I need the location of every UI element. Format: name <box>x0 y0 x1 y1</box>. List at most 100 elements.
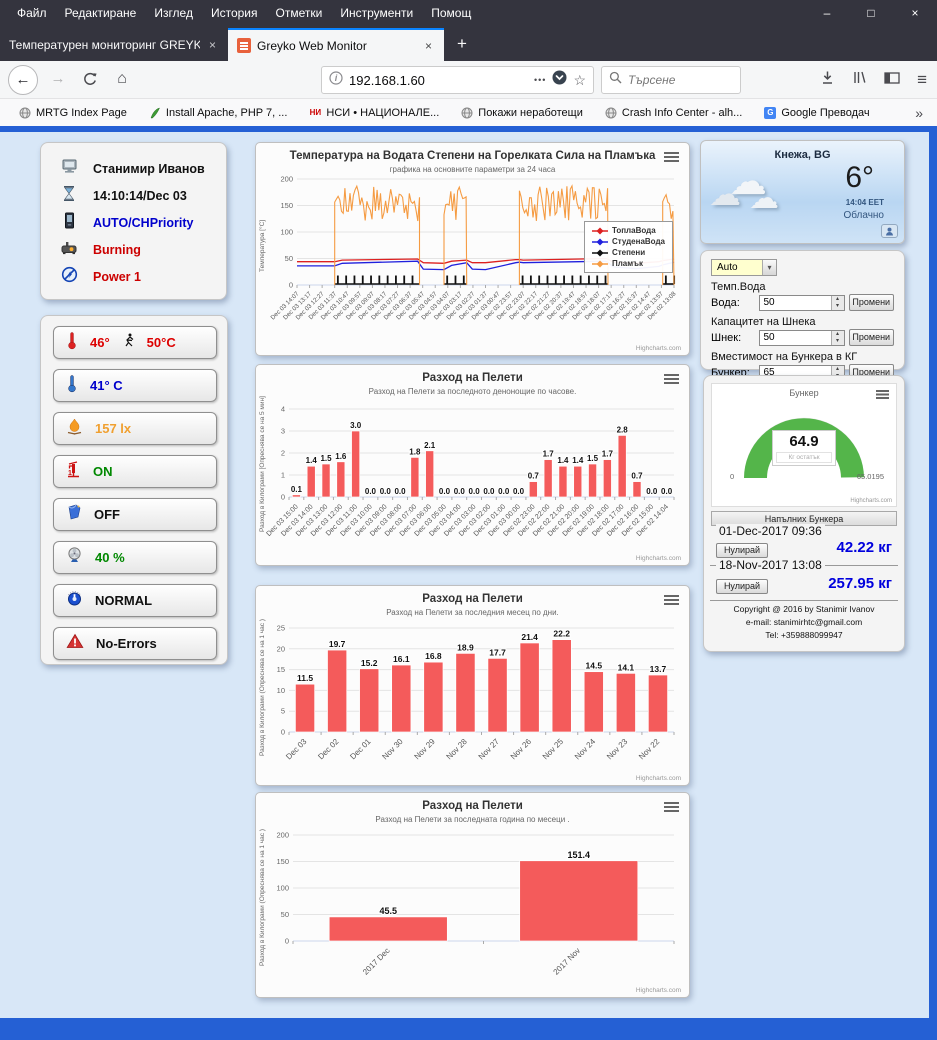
url-input[interactable] <box>349 72 528 88</box>
app-menu-icon[interactable]: ≡ <box>917 70 927 89</box>
sidebar-toggle-icon[interactable] <box>884 71 900 90</box>
bookmark-show-broken[interactable]: Покажи неработещи <box>450 107 594 119</box>
reset-button[interactable]: Нулирай <box>716 543 768 558</box>
svg-text:151.4: 151.4 <box>567 850 590 860</box>
temperature-chart-panel: Температура на Водата Степени на Горелка… <box>255 142 690 356</box>
tab-close-icon[interactable]: × <box>208 37 216 52</box>
water-control-row: Вода: ▴▾ Промени <box>711 294 894 311</box>
legend-item[interactable]: Степени <box>591 247 665 258</box>
status-buttons-panel: 46° 50°C 41° C 157 lx 1 ON OFF 40 % NORM… <box>40 315 228 665</box>
errors-button[interactable]: No-Errors <box>53 627 217 660</box>
chart-menu-icon[interactable] <box>664 374 679 376</box>
chart-menu-icon[interactable] <box>664 595 679 597</box>
pocket-icon[interactable] <box>552 70 567 90</box>
menu-item-file[interactable]: Файл <box>17 6 47 20</box>
svg-text:1.8: 1.8 <box>409 447 421 456</box>
page-actions-icon[interactable]: ••• <box>533 75 547 85</box>
bookmark-apache[interactable]: Install Apache, PHP 7, ... <box>138 107 298 119</box>
weather-refresh-button[interactable] <box>881 224 898 238</box>
menu-item-view[interactable]: Изглед <box>154 6 193 20</box>
svg-text:2.1: 2.1 <box>424 441 436 450</box>
svg-text:2.8: 2.8 <box>617 425 629 434</box>
flame-sensor-button[interactable]: 157 lx <box>53 412 217 445</box>
back-button[interactable]: ← <box>8 65 38 95</box>
home-icon[interactable]: ⌂ <box>117 70 127 87</box>
gauge-sublabel: Кг остатък <box>776 452 832 463</box>
svg-text:16.8: 16.8 <box>425 651 442 661</box>
refresh-icon[interactable] <box>80 72 100 90</box>
power-icon <box>57 266 81 288</box>
menu-item-edit[interactable]: Редактиране <box>64 6 137 20</box>
search-bar[interactable] <box>601 66 741 94</box>
y-axis-title: Разход в Килограми [Опреснява се на 5 ми… <box>259 396 266 532</box>
auger-stepper[interactable]: ▴ ▾ <box>830 330 844 345</box>
bookmark-star-icon[interactable]: ☆ <box>573 71 586 88</box>
forward-button[interactable]: → <box>50 70 66 87</box>
bookmark-google-translate[interactable]: G Google Преводач <box>753 106 880 119</box>
tab-greyko-web-monitor[interactable]: Greyko Web Monitor × <box>228 28 444 61</box>
menu-item-help[interactable]: Помощ <box>431 6 472 20</box>
bookmark-nsi[interactable]: НИ НСИ • НАЦИОНАЛЕ... <box>309 106 440 119</box>
regime-button[interactable]: NORMAL <box>53 584 217 617</box>
menu-item-bookmarks[interactable]: Отметки <box>275 6 323 20</box>
svg-text:Dec 01: Dec 01 <box>348 737 373 762</box>
svg-text:Nov 25: Nov 25 <box>541 737 566 762</box>
user-info-panel: Станимир Иванов 14:10:14/Dec 03 AUTO/CHP… <box>40 142 227 300</box>
library-icon[interactable] <box>852 70 867 90</box>
highcharts-credit[interactable]: Highcharts.com <box>635 987 681 994</box>
site-info-icon[interactable]: i <box>329 70 343 90</box>
gauge-value: 64.9 <box>789 433 819 450</box>
legend-item[interactable]: ТоплаВода <box>591 225 665 236</box>
svg-text:0: 0 <box>285 937 289 946</box>
bookmark-crash-info[interactable]: Crash Info Center - alh... <box>594 107 753 119</box>
svg-text:Nov 27: Nov 27 <box>477 737 502 762</box>
legend-item[interactable]: Пламък <box>591 258 665 269</box>
close-button[interactable]: × <box>911 6 919 20</box>
tab-close-icon[interactable]: × <box>424 38 432 53</box>
bookmarks-overflow-chevron[interactable]: » <box>915 104 923 121</box>
water-input[interactable] <box>759 295 831 310</box>
legend-item[interactable]: СтуденаВода <box>591 236 665 247</box>
person-icon <box>886 227 893 235</box>
chevron-down-icon[interactable]: ▾ <box>762 260 776 275</box>
fan-button[interactable]: 40 % <box>53 541 217 574</box>
bookmark-mrtg[interactable]: MRTG Index Page <box>8 107 138 119</box>
reset-button[interactable]: Нулирай <box>716 579 768 594</box>
gauge-title: Бункер <box>789 388 819 398</box>
highcharts-credit[interactable]: Highcharts.com <box>850 498 892 504</box>
auger-input[interactable] <box>759 330 831 345</box>
menu-item-tools[interactable]: Инструменти <box>340 6 414 20</box>
tab-temperature-monitoring[interactable]: Температурен мониторинг GREYK × <box>0 28 228 61</box>
svg-text:19.7: 19.7 <box>329 639 346 649</box>
url-bar[interactable]: i ••• ☆ <box>321 66 594 94</box>
auger-button[interactable]: OFF <box>53 498 217 531</box>
chart-menu-icon[interactable] <box>664 152 679 154</box>
auger-header: Капацитет на Шнека <box>711 316 816 328</box>
download-icon[interactable] <box>820 70 835 90</box>
water-change-button[interactable]: Промени <box>848 294 894 311</box>
boiler-temp-button[interactable]: 46° 50°C <box>53 326 217 359</box>
water-stepper[interactable]: ▴ ▾ <box>830 295 844 310</box>
menu-item-history[interactable]: История <box>210 6 258 20</box>
maximize-button[interactable]: □ <box>867 6 875 20</box>
burner-icon <box>57 240 81 260</box>
chart-menu-icon[interactable] <box>664 802 679 804</box>
water-label: Вода: <box>711 296 740 309</box>
return-temp-button[interactable]: 41° C <box>53 369 217 402</box>
highcharts-credit[interactable]: Highcharts.com <box>635 555 681 562</box>
minimize-button[interactable]: – <box>823 6 831 20</box>
pellets-monthly-chart-panel: Разход на Пелети Разход на Пелети за пос… <box>255 792 690 998</box>
svg-text:50: 50 <box>285 254 293 263</box>
search-input[interactable] <box>628 73 733 87</box>
new-tab-button[interactable]: + <box>457 33 467 53</box>
svg-text:11.5: 11.5 <box>297 673 313 683</box>
pump-button[interactable]: 1 ON <box>53 455 217 488</box>
highcharts-credit[interactable]: Highcharts.com <box>635 775 681 782</box>
svg-text:0.0: 0.0 <box>454 487 466 496</box>
tab-title: Greyko Web Monitor <box>257 38 367 53</box>
chart-menu-icon[interactable] <box>876 390 889 392</box>
auger-change-button[interactable]: Промени <box>848 329 894 346</box>
highcharts-credit[interactable]: Highcharts.com <box>635 345 681 352</box>
mode-select[interactable]: Auto ▾ <box>711 259 777 276</box>
y-axis-title: Температура [°C] <box>259 219 266 272</box>
